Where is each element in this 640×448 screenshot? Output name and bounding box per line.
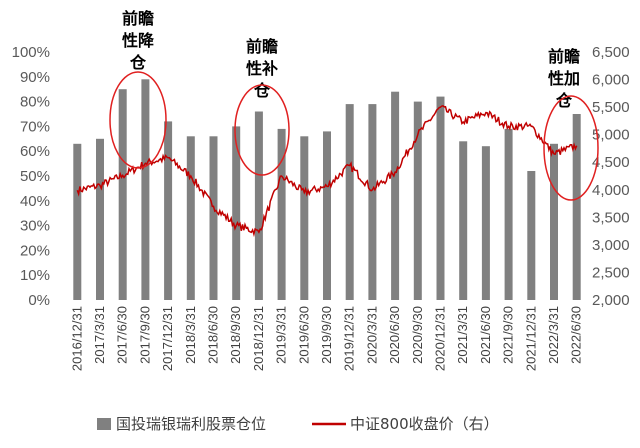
y-left-tick-label: 0% — [28, 292, 50, 309]
bar — [436, 96, 445, 300]
x-tick-label: 2017/6/30 — [115, 306, 130, 364]
y-right-tick-label: 2,500 — [592, 264, 630, 281]
y-right-tick-label: 4,500 — [592, 154, 630, 171]
bar — [96, 138, 104, 300]
annotation-label: 性补 — [246, 59, 278, 78]
bar — [73, 143, 82, 300]
bar — [572, 114, 581, 300]
bar — [550, 143, 558, 300]
y-right-tick-label: 3,000 — [592, 237, 630, 254]
annotation-label: 仓 — [555, 91, 573, 110]
y-left-tick-label: 100% — [12, 44, 50, 61]
bar — [323, 131, 331, 300]
bar — [413, 101, 422, 300]
y-right-tick-label: 4,000 — [592, 182, 630, 199]
x-tick-label: 2020/12/31 — [433, 306, 448, 371]
x-tick-label: 2020/6/30 — [387, 306, 402, 364]
legend-label: 国投瑞银瑞利股票仓位 — [116, 415, 266, 433]
annotation-ellipse — [109, 71, 167, 169]
bar — [232, 126, 241, 301]
x-tick-label: 2022/3/31 — [546, 306, 561, 364]
y-right-tick-label: 5,000 — [592, 127, 630, 144]
bar — [300, 136, 309, 300]
annotation-label: 性加 — [548, 69, 580, 88]
y-left-tick-label: 50% — [20, 168, 50, 185]
index-line — [76, 104, 578, 238]
x-tick-label: 2018/9/30 — [228, 306, 243, 364]
x-tick-label: 2016/12/31 — [69, 306, 84, 371]
bar-series — [73, 79, 581, 301]
bar — [254, 111, 263, 300]
y-right-tick-label: 5,500 — [592, 99, 630, 116]
x-tick-label: 2020/9/30 — [410, 306, 425, 364]
y-left-tick-label: 80% — [20, 94, 50, 111]
x-tick-label: 2022/6/30 — [569, 306, 584, 364]
y-left-tick-label: 60% — [20, 143, 50, 160]
y-left-tick-label: 40% — [20, 193, 50, 210]
x-tick-label: 2018/6/30 — [206, 306, 221, 364]
annotation-ellipse — [543, 95, 599, 201]
x-tick-label: 2019/12/31 — [342, 306, 357, 371]
bar — [164, 121, 173, 301]
bar — [481, 146, 490, 300]
bar — [345, 104, 354, 300]
x-tick-label: 2021/3/31 — [455, 306, 470, 364]
y-right-tick-label: 3,500 — [592, 209, 630, 226]
bar — [391, 91, 400, 300]
legend: 国投瑞银瑞利股票仓位 中证800收盘价（右） — [97, 415, 499, 433]
x-tick-label: 2019/3/31 — [274, 306, 289, 364]
x-tick-label: 2018/12/31 — [251, 306, 266, 371]
x-tick-label: 2017/9/30 — [137, 306, 152, 364]
annotation-label: 前瞻 — [246, 37, 278, 56]
y-left-tick-label: 20% — [20, 242, 50, 259]
bar — [209, 136, 218, 300]
x-tick-label: 2019/6/30 — [296, 306, 311, 364]
y-left-tick-label: 70% — [20, 118, 50, 135]
x-tick-label: 2018/3/31 — [183, 306, 198, 364]
y-right-tick-label: 6,500 — [592, 44, 630, 61]
x-tick-label: 2021/9/30 — [501, 306, 516, 364]
bar — [504, 128, 513, 300]
annotation-label: 性降 — [122, 31, 155, 50]
annotation-ellipse — [234, 84, 290, 176]
annotation-label: 前瞻 — [548, 47, 580, 66]
x-tick-label: 2017/12/31 — [160, 306, 175, 371]
x-tick-label: 2019/9/30 — [319, 306, 334, 364]
legend-label: 中证800收盘价（右） — [350, 415, 499, 433]
annotation-label: 前瞻 — [122, 9, 154, 28]
bar — [186, 136, 195, 300]
x-tick-label: 2021/12/31 — [523, 306, 538, 371]
x-tick-label: 2020/3/31 — [364, 306, 379, 364]
bar — [141, 79, 150, 300]
bar — [527, 171, 536, 300]
axes: 0% 10% 20% 30% 40% 50% 60% 70% 80% 90% 100% 2,000 2,… — [12, 44, 630, 371]
y-right-tick-label: 2,000 — [592, 292, 630, 309]
x-tick-label: 2017/3/31 — [92, 306, 107, 364]
annotation-label: 仓 — [129, 53, 147, 72]
y-left-tick-label: 90% — [20, 69, 50, 86]
y-left-tick-label: 30% — [20, 218, 50, 235]
legend-swatch-bar — [97, 418, 111, 430]
bar — [459, 141, 468, 300]
y-left-tick-label: 10% — [20, 267, 50, 284]
annotation-label: 仓 — [253, 81, 271, 100]
y-right-tick-label: 6,000 — [592, 72, 630, 89]
bar — [368, 104, 377, 300]
bar — [277, 128, 286, 300]
x-tick-label: 2021/6/30 — [478, 306, 493, 364]
bar — [118, 89, 127, 300]
